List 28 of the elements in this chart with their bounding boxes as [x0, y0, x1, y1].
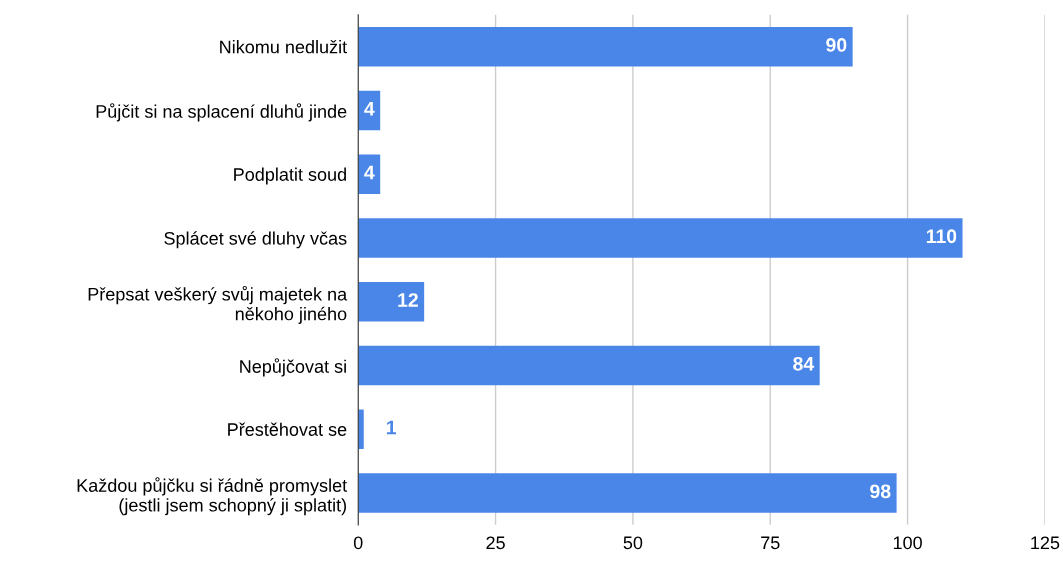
x-tick-label: 50 — [623, 536, 643, 550]
x-tick-label: 125 — [1031, 536, 1060, 550]
bar — [358, 409, 364, 449]
bar — [358, 26, 853, 67]
y-tick-label: Přestěhovat se — [228, 422, 347, 436]
bar — [358, 218, 963, 258]
y-tick-label: Půjčit si na splacení dluhů jinde — [96, 103, 347, 122]
y-tick-label: Splácet své dluhy včas — [164, 231, 347, 249]
x-tick-label: 100 — [893, 536, 922, 550]
y-tick-label: Nikomu nedlužit — [220, 40, 347, 54]
x-tick-label: 25 — [486, 536, 505, 550]
bar — [358, 473, 897, 513]
y-tick-label: Podplatit soud — [234, 167, 346, 185]
y-tick-label: Každou půjčku si řádně promyslet (jestli jsem schopný ji splatit) — [77, 477, 347, 516]
bar — [358, 345, 820, 386]
bar — [358, 281, 425, 322]
x-tick-label: 0 — [353, 536, 363, 550]
data-label: 90 — [826, 38, 847, 52]
y-tick-label: Nepůjčovat si — [240, 358, 346, 377]
data-label: 98 — [870, 484, 891, 499]
data-label: 12 — [398, 293, 418, 307]
y-tick-label: Přepsat veškerý svůj majetek na někoho jiného — [88, 285, 348, 324]
x-tick-label: 75 — [761, 536, 780, 550]
data-label: 4 — [364, 102, 375, 116]
data-label: 1 — [387, 420, 397, 435]
data-label: 4 — [364, 165, 375, 180]
data-label: 84 — [793, 356, 815, 371]
data-label: 110 — [926, 229, 957, 244]
